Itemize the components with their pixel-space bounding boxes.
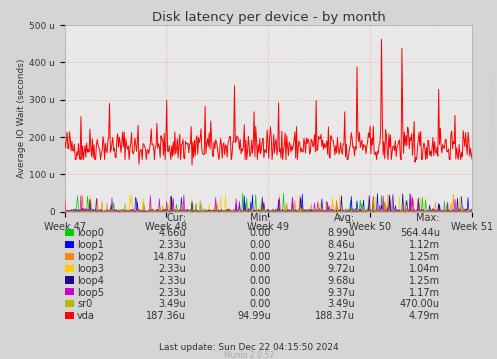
Text: RRDTOOL / TOBI OETIKER: RRDTOOL / TOBI OETIKER — [490, 75, 495, 155]
Text: loop1: loop1 — [77, 240, 104, 250]
Text: loop0: loop0 — [77, 228, 104, 238]
Text: 8.99u: 8.99u — [328, 228, 355, 238]
Text: 8.46u: 8.46u — [328, 240, 355, 250]
Text: 2.33u: 2.33u — [159, 276, 186, 286]
Text: 0.00: 0.00 — [249, 264, 271, 274]
Text: 564.44u: 564.44u — [400, 228, 440, 238]
Text: 9.37u: 9.37u — [328, 288, 355, 298]
Text: 1.25m: 1.25m — [409, 276, 440, 286]
Text: 0.00: 0.00 — [249, 299, 271, 309]
Text: 9.21u: 9.21u — [328, 252, 355, 262]
Text: 4.79m: 4.79m — [409, 311, 440, 321]
Text: Munin 2.0.57: Munin 2.0.57 — [224, 351, 273, 359]
Text: 187.36u: 187.36u — [147, 311, 186, 321]
Text: 0.00: 0.00 — [249, 288, 271, 298]
Text: vda: vda — [77, 311, 95, 321]
Text: loop4: loop4 — [77, 276, 104, 286]
Text: 9.72u: 9.72u — [328, 264, 355, 274]
Text: 94.99u: 94.99u — [237, 311, 271, 321]
Text: 9.68u: 9.68u — [328, 276, 355, 286]
Text: 0.00: 0.00 — [249, 228, 271, 238]
Text: 2.33u: 2.33u — [159, 288, 186, 298]
Text: 1.17m: 1.17m — [409, 288, 440, 298]
Text: 2.33u: 2.33u — [159, 264, 186, 274]
Text: 1.12m: 1.12m — [409, 240, 440, 250]
Text: 0.00: 0.00 — [249, 252, 271, 262]
Text: sr0: sr0 — [77, 299, 92, 309]
Text: Max:: Max: — [416, 213, 440, 223]
Text: Last update: Sun Dec 22 04:15:50 2024: Last update: Sun Dec 22 04:15:50 2024 — [159, 343, 338, 352]
Text: 2.33u: 2.33u — [159, 240, 186, 250]
Text: Avg:: Avg: — [334, 213, 355, 223]
Text: 1.25m: 1.25m — [409, 252, 440, 262]
Text: Cur:: Cur: — [166, 213, 186, 223]
Text: 1.04m: 1.04m — [409, 264, 440, 274]
Text: 0.00: 0.00 — [249, 276, 271, 286]
Text: loop5: loop5 — [77, 288, 104, 298]
Text: loop2: loop2 — [77, 252, 104, 262]
Text: 3.49u: 3.49u — [328, 299, 355, 309]
Text: Min:: Min: — [250, 213, 271, 223]
Text: 188.37u: 188.37u — [316, 311, 355, 321]
Text: 14.87u: 14.87u — [153, 252, 186, 262]
Text: loop3: loop3 — [77, 264, 104, 274]
Text: 3.49u: 3.49u — [159, 299, 186, 309]
Title: Disk latency per device - by month: Disk latency per device - by month — [152, 11, 385, 24]
Text: 470.00u: 470.00u — [400, 299, 440, 309]
Y-axis label: Average IO Wait (seconds): Average IO Wait (seconds) — [17, 59, 26, 178]
Text: 0.00: 0.00 — [249, 240, 271, 250]
Text: 4.66u: 4.66u — [159, 228, 186, 238]
